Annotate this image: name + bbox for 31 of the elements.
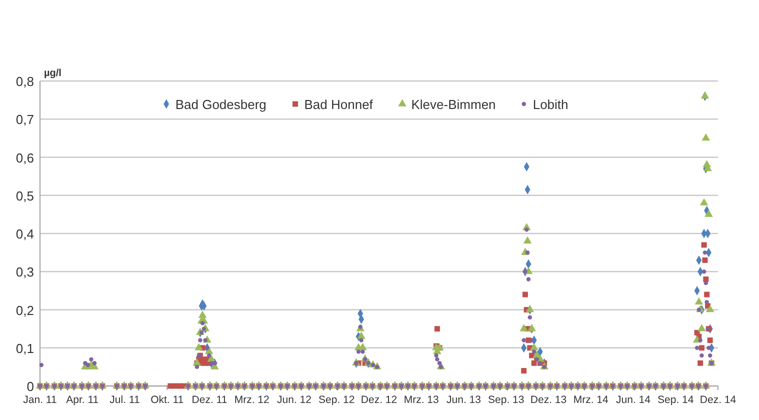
y-axis-title: µg/l <box>44 68 62 79</box>
x-tick-label: Dez. 11 <box>192 394 228 406</box>
x-tick-label: Dez. 12 <box>360 394 398 406</box>
y-tick-label: 0,6 <box>16 150 34 166</box>
x-tick-label: Jun. 12 <box>277 394 312 406</box>
x-tick-label: Jan. 11 <box>23 394 57 406</box>
x-tick-label: Sep. 12 <box>318 394 355 406</box>
x-tick-label: Apr. 11 <box>66 394 99 406</box>
y-tick-label: 0,1 <box>16 340 34 356</box>
y-tick-label: 0,5 <box>16 188 34 204</box>
x-tick-label: Jul. 11 <box>110 394 140 406</box>
legend-label: Bad Honnef <box>304 97 374 112</box>
y-tick-label: 0,8 <box>16 74 34 89</box>
x-tick-label: Sep. 14 <box>658 394 694 406</box>
x-tick-label: Dez. 13 <box>530 394 567 406</box>
y-tick-label: 0 <box>26 379 34 394</box>
legend-label: Lobith <box>532 97 568 112</box>
x-tick-label: Dez. 14 <box>700 394 736 406</box>
x-tick-label: Jun. 13 <box>446 394 482 406</box>
y-tick-label: 0,4 <box>16 226 34 242</box>
y-tick-label: 0,2 <box>16 302 34 318</box>
x-tick-label: Sep. 13 <box>488 394 524 406</box>
x-tick-label: Mrz. 14 <box>573 394 609 406</box>
x-tick-label: Okt. 11 <box>150 394 184 406</box>
y-tick-label: 0,3 <box>16 264 34 280</box>
legend-label: Bad Godesberg <box>175 97 266 112</box>
x-tick-label: Mrz. 13 <box>404 394 440 406</box>
x-tick-label: Jun. 14 <box>616 394 651 406</box>
y-tick-label: 0,7 <box>16 112 34 128</box>
legend-label: Kleve-Bimmen <box>411 97 496 112</box>
x-tick-label: Mrz. 12 <box>234 394 270 406</box>
